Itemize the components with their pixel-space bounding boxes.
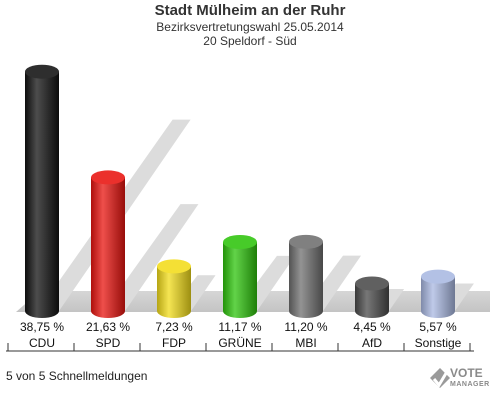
bar-body — [355, 283, 389, 318]
vote-manager-logo: VOTE MANAGER — [428, 364, 498, 396]
ballot-check-icon — [430, 368, 450, 388]
bar-cap — [157, 259, 191, 274]
value-label: 11,20 % — [284, 320, 327, 334]
category-label: MBI — [295, 336, 316, 350]
bar-cap — [289, 234, 323, 249]
bar-cap — [421, 269, 455, 284]
category-label: AfD — [362, 336, 382, 350]
value-label: 5,57 % — [419, 320, 457, 334]
category-label: CDU — [29, 336, 55, 350]
bar-sonstige — [421, 269, 455, 318]
category-label: FDP — [162, 336, 186, 350]
bar-body — [223, 242, 257, 318]
chart-subtitle-election: Bezirksvertretungswahl 25.05.2014 — [156, 20, 344, 34]
value-label: 4,45 % — [353, 320, 391, 334]
bar-cap — [91, 170, 125, 185]
category-label: SPD — [96, 336, 121, 350]
chart-subtitle-district: 20 Speldorf - Süd — [203, 34, 297, 48]
bar-body — [25, 71, 59, 318]
value-labels: 38,75 % 21,63 % 7,23 % 11,17 % 11,20 % 4,45 %… — [20, 320, 457, 334]
logo-text-vote: VOTE — [450, 366, 483, 380]
bar-fdp — [157, 259, 191, 318]
bar-mbi — [289, 234, 323, 318]
status-text: 5 von 5 Schnellmeldungen — [6, 369, 148, 383]
bar-body — [91, 177, 125, 318]
chart-header: Stadt Mülheim an der Ruhr Bezirksvertret… — [0, 2, 500, 48]
bar-shadow — [104, 204, 199, 311]
bar-cap — [223, 235, 257, 250]
value-label: 38,75 % — [20, 320, 64, 334]
bar-cap — [25, 64, 59, 79]
category-axis: CDU SPD FDP GRÜNE MBI AfD Sonstige — [6, 336, 474, 352]
bar-body — [289, 241, 323, 318]
bar-cap — [355, 276, 389, 291]
bar-body — [157, 266, 191, 318]
bar-body — [421, 276, 455, 318]
value-label: 7,23 % — [155, 320, 193, 334]
value-label: 11,17 % — [218, 320, 261, 334]
chart-title: Stadt Mülheim an der Ruhr — [154, 2, 346, 19]
value-label: 21,63 % — [86, 320, 130, 334]
bar-spd — [91, 170, 125, 318]
bar-grüne — [223, 235, 257, 318]
category-label: GRÜNE — [218, 336, 261, 350]
bar-cdu — [25, 64, 59, 318]
bar-afd — [355, 276, 389, 318]
bars — [25, 64, 455, 318]
category-label: Sonstige — [415, 336, 462, 350]
logo-text-manager: MANAGER — [450, 381, 490, 388]
